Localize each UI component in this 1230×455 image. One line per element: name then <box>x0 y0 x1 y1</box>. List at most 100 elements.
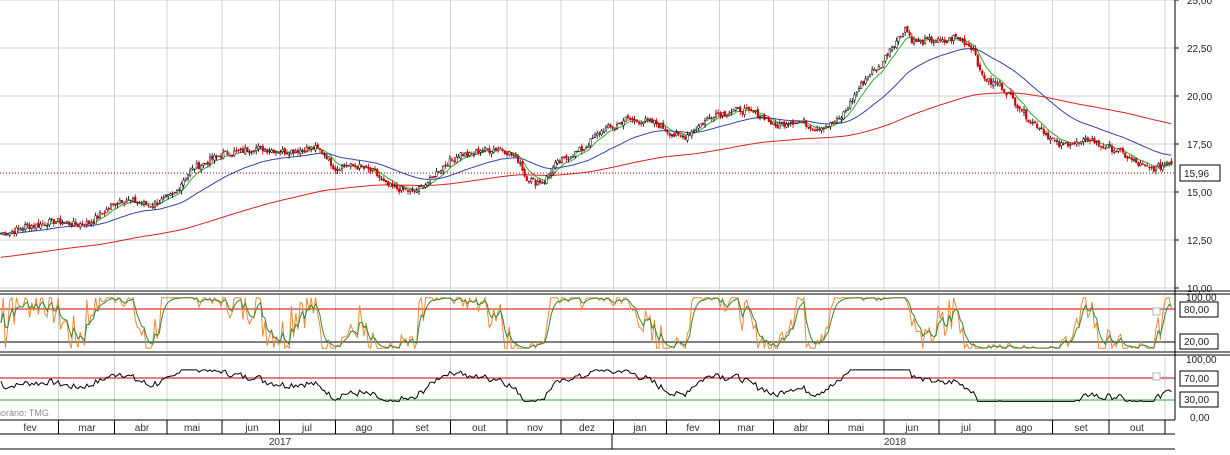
candle-body <box>255 147 258 151</box>
candle-body <box>1080 141 1083 144</box>
candle-body <box>855 92 858 95</box>
candle-body <box>263 148 267 152</box>
price-tick-label: 15,00 <box>1187 188 1212 199</box>
year-labels: 2017 2018 <box>269 437 907 448</box>
candle-body <box>376 168 379 177</box>
candle-body <box>633 119 636 122</box>
candle-body <box>96 215 99 219</box>
candle-body <box>703 120 707 125</box>
rsi-30-label: 30,00 <box>1184 395 1209 406</box>
candle-body <box>37 222 40 228</box>
candle-body <box>930 36 933 43</box>
candle-body <box>662 122 665 129</box>
candle-body <box>184 177 187 180</box>
candle-body <box>1036 123 1039 128</box>
candle-body <box>153 201 157 208</box>
candle-body <box>765 117 768 119</box>
candle-body <box>923 37 927 45</box>
candle-body <box>655 120 658 125</box>
year-label: 2018 <box>884 437 907 448</box>
candle-body <box>1077 142 1081 144</box>
candle-body <box>398 188 401 193</box>
candle-body <box>281 149 284 152</box>
candle-body <box>1157 163 1160 167</box>
candle-body <box>411 189 414 191</box>
candle-body <box>200 165 203 170</box>
candle-body <box>1051 137 1054 140</box>
candle-body <box>354 164 357 168</box>
candle-body <box>1082 138 1085 143</box>
candle-body <box>178 189 181 191</box>
candle-body <box>785 123 788 128</box>
candle-body <box>230 154 234 157</box>
candle-body <box>725 114 729 116</box>
candle-body <box>1091 138 1094 141</box>
candle-body <box>796 121 799 124</box>
candle-body <box>169 193 172 196</box>
candle-body <box>1016 104 1019 109</box>
candle-body <box>367 166 370 170</box>
candle-body <box>406 190 410 192</box>
candle-body <box>1040 127 1043 129</box>
candle-body <box>437 171 440 173</box>
candle-body <box>730 111 733 114</box>
candle-body <box>349 162 352 167</box>
stochastic-settings-icon[interactable] <box>1152 307 1161 316</box>
candle-body <box>552 166 555 174</box>
candle-body <box>754 110 757 113</box>
candle-body <box>301 149 304 152</box>
candle-body <box>615 124 619 129</box>
candle-body <box>1000 83 1004 90</box>
candle-body <box>446 164 449 167</box>
candle-body <box>1055 140 1059 143</box>
candle-body <box>800 121 803 124</box>
candle-body <box>756 109 759 118</box>
candle-body <box>404 188 407 190</box>
candle-body <box>17 228 20 230</box>
candle-body <box>461 153 465 157</box>
candle-body <box>1097 140 1100 147</box>
year-label: 2017 <box>269 437 292 448</box>
candle-body <box>917 40 920 42</box>
candle-body <box>347 165 350 167</box>
candle-body <box>563 156 566 158</box>
candle-body <box>1073 142 1076 144</box>
candle-body <box>578 147 581 152</box>
candle-body <box>345 165 348 167</box>
candle-body <box>268 150 271 153</box>
candle-body <box>767 118 770 122</box>
candle-body <box>464 152 467 157</box>
candle-body <box>400 185 403 191</box>
candle-body <box>120 200 124 203</box>
candle-body <box>807 125 810 128</box>
candle-body <box>879 67 883 69</box>
candle-body <box>811 128 814 131</box>
candle-body <box>981 70 984 75</box>
candle-body <box>882 61 885 68</box>
candle-body <box>336 169 339 171</box>
candle-body <box>640 123 643 125</box>
last-price-label: 15,96 <box>1184 169 1209 180</box>
candle-body <box>741 112 744 114</box>
candle-body <box>382 178 385 182</box>
candle-body <box>41 223 44 225</box>
month-label: abr <box>794 423 809 434</box>
candle-body <box>1148 166 1151 169</box>
candle-body <box>598 132 601 135</box>
rsi-settings-icon[interactable] <box>1152 372 1161 381</box>
stochastic-80-label: 80,00 <box>1184 305 1209 316</box>
candle-body <box>802 119 806 122</box>
candle-body <box>791 120 795 125</box>
candle-body <box>809 126 812 130</box>
candle-body <box>600 130 603 135</box>
candle-body <box>501 149 504 151</box>
candle-body <box>723 111 726 117</box>
candle-body <box>602 131 605 134</box>
rsi-panel: 100,00 70,00 30,00 0,00 × horário: TMG <box>0 355 1219 424</box>
candle-body <box>494 147 498 151</box>
stochastic-close-icon[interactable]: × <box>1162 308 1167 318</box>
candle-body <box>547 174 550 178</box>
rsi-close-icon[interactable]: × <box>1162 373 1167 383</box>
candle-body <box>158 203 161 205</box>
candle-body <box>384 180 388 183</box>
